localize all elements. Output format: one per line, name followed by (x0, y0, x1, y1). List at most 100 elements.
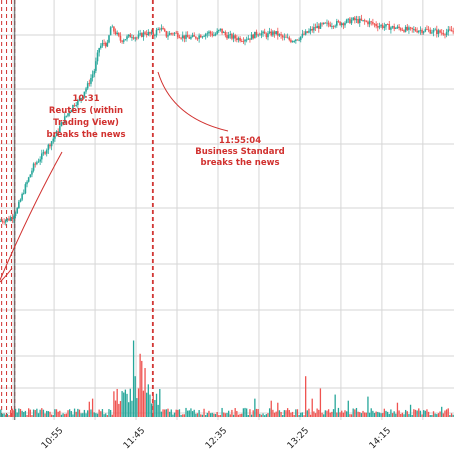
volume-bar (260, 414, 263, 417)
candle-body (317, 25, 320, 29)
volume-bar (49, 411, 51, 417)
volume-bar (352, 408, 354, 417)
volume-bar (327, 409, 330, 417)
candle-body (155, 29, 158, 36)
volume-bar (178, 409, 181, 417)
volume-bars (0, 340, 454, 417)
candle-body (219, 28, 222, 31)
candle-body (339, 21, 341, 26)
candle-body (354, 17, 356, 21)
candle-body (332, 26, 335, 27)
volume-bar (354, 409, 356, 417)
candle-body (170, 33, 173, 35)
volume-bar (134, 376, 136, 417)
volume-bar (219, 414, 222, 417)
candle-body (180, 37, 182, 39)
candle-body (422, 31, 425, 33)
candle-body (168, 33, 171, 36)
candle-body (314, 27, 317, 29)
candle-body (352, 17, 355, 20)
candle-body (434, 29, 436, 31)
volume-bar (388, 414, 390, 417)
volume-bar (162, 409, 164, 417)
candle-body (383, 26, 386, 28)
candle-body (106, 42, 109, 47)
candle-body (445, 32, 448, 35)
volume-bar (305, 376, 307, 417)
candle-body (401, 30, 404, 31)
candle-body (252, 34, 255, 39)
candle-body (178, 37, 181, 39)
candle-body (4, 220, 7, 223)
candle-body (139, 33, 141, 35)
candle-body (206, 33, 209, 35)
candle-body (116, 32, 118, 35)
volume-bar (21, 410, 23, 417)
candle-body (270, 31, 273, 36)
candle-body (14, 213, 17, 217)
candle-body (229, 34, 232, 36)
volume-bar (408, 414, 410, 417)
candle-body (409, 27, 412, 29)
candle-body (435, 29, 438, 35)
candle-body (262, 31, 264, 34)
candle-body (239, 37, 241, 41)
candle-body (258, 34, 261, 36)
volume-bar (391, 413, 394, 417)
candle-body (391, 26, 394, 28)
candle-body (240, 40, 243, 42)
candle-body (152, 32, 155, 37)
candle-body (363, 20, 366, 22)
candle-body (376, 26, 379, 28)
volume-bar (398, 410, 400, 417)
candle-body (299, 36, 302, 40)
volume-bar (70, 411, 72, 417)
volume-bar (277, 402, 279, 417)
candle-body (196, 38, 199, 40)
candle-body (344, 22, 346, 26)
volume-bar (231, 409, 233, 417)
candle-body (37, 161, 40, 163)
candle-body (113, 26, 115, 32)
volume-bar (223, 412, 225, 417)
volume-bar (5, 414, 7, 417)
volume-bar (336, 412, 338, 417)
volume-bar (291, 411, 294, 417)
candle-body (157, 28, 159, 30)
volume-bar (359, 412, 361, 417)
candle-body (249, 38, 251, 40)
candle-body (257, 34, 259, 36)
volume-bar (296, 409, 299, 417)
volume-bar (314, 413, 317, 417)
candle-body (362, 20, 364, 21)
candle-body (426, 29, 428, 31)
volume-bar (173, 412, 176, 417)
candle-body (263, 31, 266, 34)
candle-body (414, 29, 417, 31)
candle-body (411, 27, 414, 30)
candle-body (73, 104, 76, 106)
candle-body (440, 32, 443, 34)
candle-body (291, 41, 294, 43)
volume-bar (106, 415, 108, 417)
volume-bar (65, 413, 68, 417)
candle-body (421, 30, 423, 33)
candle-body (231, 34, 233, 39)
volume-bar (77, 408, 79, 417)
candle-body (70, 110, 73, 113)
candle-body (181, 35, 184, 39)
candle-body (150, 32, 153, 34)
candle-body (59, 126, 61, 133)
candle-body (272, 31, 274, 36)
volume-bar (434, 413, 436, 417)
volume-bar (372, 410, 374, 417)
candle-body (93, 70, 96, 75)
volume-bar (241, 413, 243, 417)
volume-bar (237, 414, 240, 417)
volume-bar (64, 414, 66, 417)
volume-bar (270, 400, 272, 417)
volume-bar (441, 406, 443, 417)
volume-bar (172, 414, 174, 417)
volume-bar (427, 411, 430, 417)
